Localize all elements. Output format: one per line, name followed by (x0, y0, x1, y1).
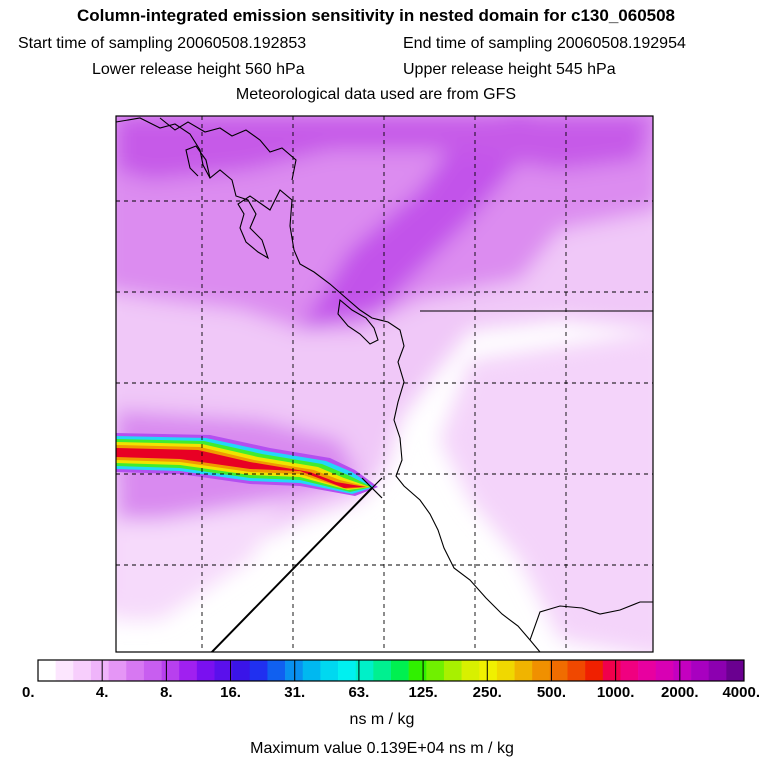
coastline-inlet (185, 145, 211, 179)
sensitivity-field-east (440, 332, 653, 652)
colorbar-swatch (585, 660, 604, 681)
colorbar-swatch (461, 660, 480, 681)
colorbar-swatch (161, 660, 180, 681)
start-time-label: Start time of sampling 20060508.192853 (18, 35, 307, 52)
colorbar-swatch (179, 660, 198, 681)
colorbar-swatch (391, 660, 409, 681)
colorbar-tick-label: 1000. (597, 684, 635, 701)
coastline-south (529, 601, 653, 641)
flight-track (210, 487, 373, 652)
colorbar-swatch (408, 660, 427, 681)
release-point-marker (361, 477, 383, 499)
map-frame (115, 115, 654, 653)
colorbar-tick-label: 2000. (661, 684, 699, 701)
max-value-label: Maximum value 0.139E+04 ns m / kg (250, 740, 514, 757)
colorbar-swatch (373, 660, 392, 681)
colorbar-swatch (567, 660, 586, 681)
coastline-main (116, 117, 541, 652)
colorbar-swatch (620, 660, 639, 681)
colorbar-swatch (285, 660, 304, 681)
coastline-north (159, 117, 297, 181)
colorbar-tick-label: 4. (96, 684, 109, 701)
colorbar-swatch (479, 660, 498, 681)
colorbar-frame (37, 659, 745, 682)
chart-title: Column-integrated emission sensitivity i… (76, 6, 676, 25)
colorbar-swatch (443, 660, 462, 681)
colorbar-swatch (514, 660, 533, 681)
release-marker-stroke (361, 477, 383, 499)
colorbar-swatch (496, 660, 515, 681)
colorbar-swatch (267, 660, 286, 681)
colorbar-swatch (426, 660, 445, 681)
plume (116, 433, 378, 496)
colorbar-tick-label: 16. (220, 684, 241, 701)
colorbar-swatch (549, 660, 568, 681)
colorbar-swatch (73, 660, 92, 681)
colorbar-swatch (673, 660, 692, 681)
met-data-label: Meteorological data used are from GFS (235, 86, 517, 103)
grid-lines (116, 116, 653, 652)
colorbar-swatch (249, 660, 268, 681)
colorbar-swatch (108, 660, 127, 681)
colorbar-tick-label: 4000. (722, 684, 760, 701)
sensitivity-map (116, 116, 653, 652)
upper-release-label: Upper release height 545 hPa (403, 61, 616, 78)
colorbar-tick-label: 8. (160, 684, 173, 701)
colorbar-swatch (602, 660, 621, 681)
plume-red (116, 448, 366, 488)
colorbar-swatch (126, 660, 145, 681)
sensitivity-band-dark (300, 116, 529, 330)
colorbar-tick-label: 63. (348, 684, 369, 701)
colorbar-swatch (708, 660, 727, 681)
colorbar-swatch (302, 660, 321, 681)
colorbar-swatch (143, 660, 162, 681)
colorbar-swatch (532, 660, 551, 681)
colorbar-swatch (655, 660, 674, 681)
colorbar-tick-label: 0. (22, 684, 35, 701)
colorbar-swatch (320, 660, 339, 681)
colorbar-swatch (691, 660, 709, 681)
colorbar-swatch (355, 660, 374, 681)
colorbar-swatch (338, 660, 356, 681)
colorbar (37, 659, 745, 682)
colorbar-swatch (638, 660, 657, 681)
coastline-island (337, 298, 379, 345)
colorbar-tick-label: 500. (537, 684, 566, 701)
colorbar-swatch (232, 660, 251, 681)
colorbar-swatch (38, 660, 56, 681)
colorbar-tick-labels: 0. 4. 8. 16. 31. 63. 125. 250. 500. 1000. 2000. 400… (22, 684, 760, 701)
colorbar-swatch (726, 660, 745, 681)
colorbar-tick-label: 250. (473, 684, 502, 701)
colorbar-units-label: ns m / kg (349, 711, 415, 728)
colorbar-swatch (214, 660, 233, 681)
coastline (116, 117, 653, 652)
colorbar-swatch (196, 660, 215, 681)
colorbar-swatch (55, 660, 74, 681)
end-time-label: End time of sampling 20060508.192954 (403, 35, 686, 52)
colorbar-tick-label: 31. (284, 684, 305, 701)
lower-release-label: Lower release height 560 hPa (92, 61, 305, 78)
colorbar-swatch (90, 660, 109, 681)
colorbar-tick-label: 125. (408, 684, 437, 701)
